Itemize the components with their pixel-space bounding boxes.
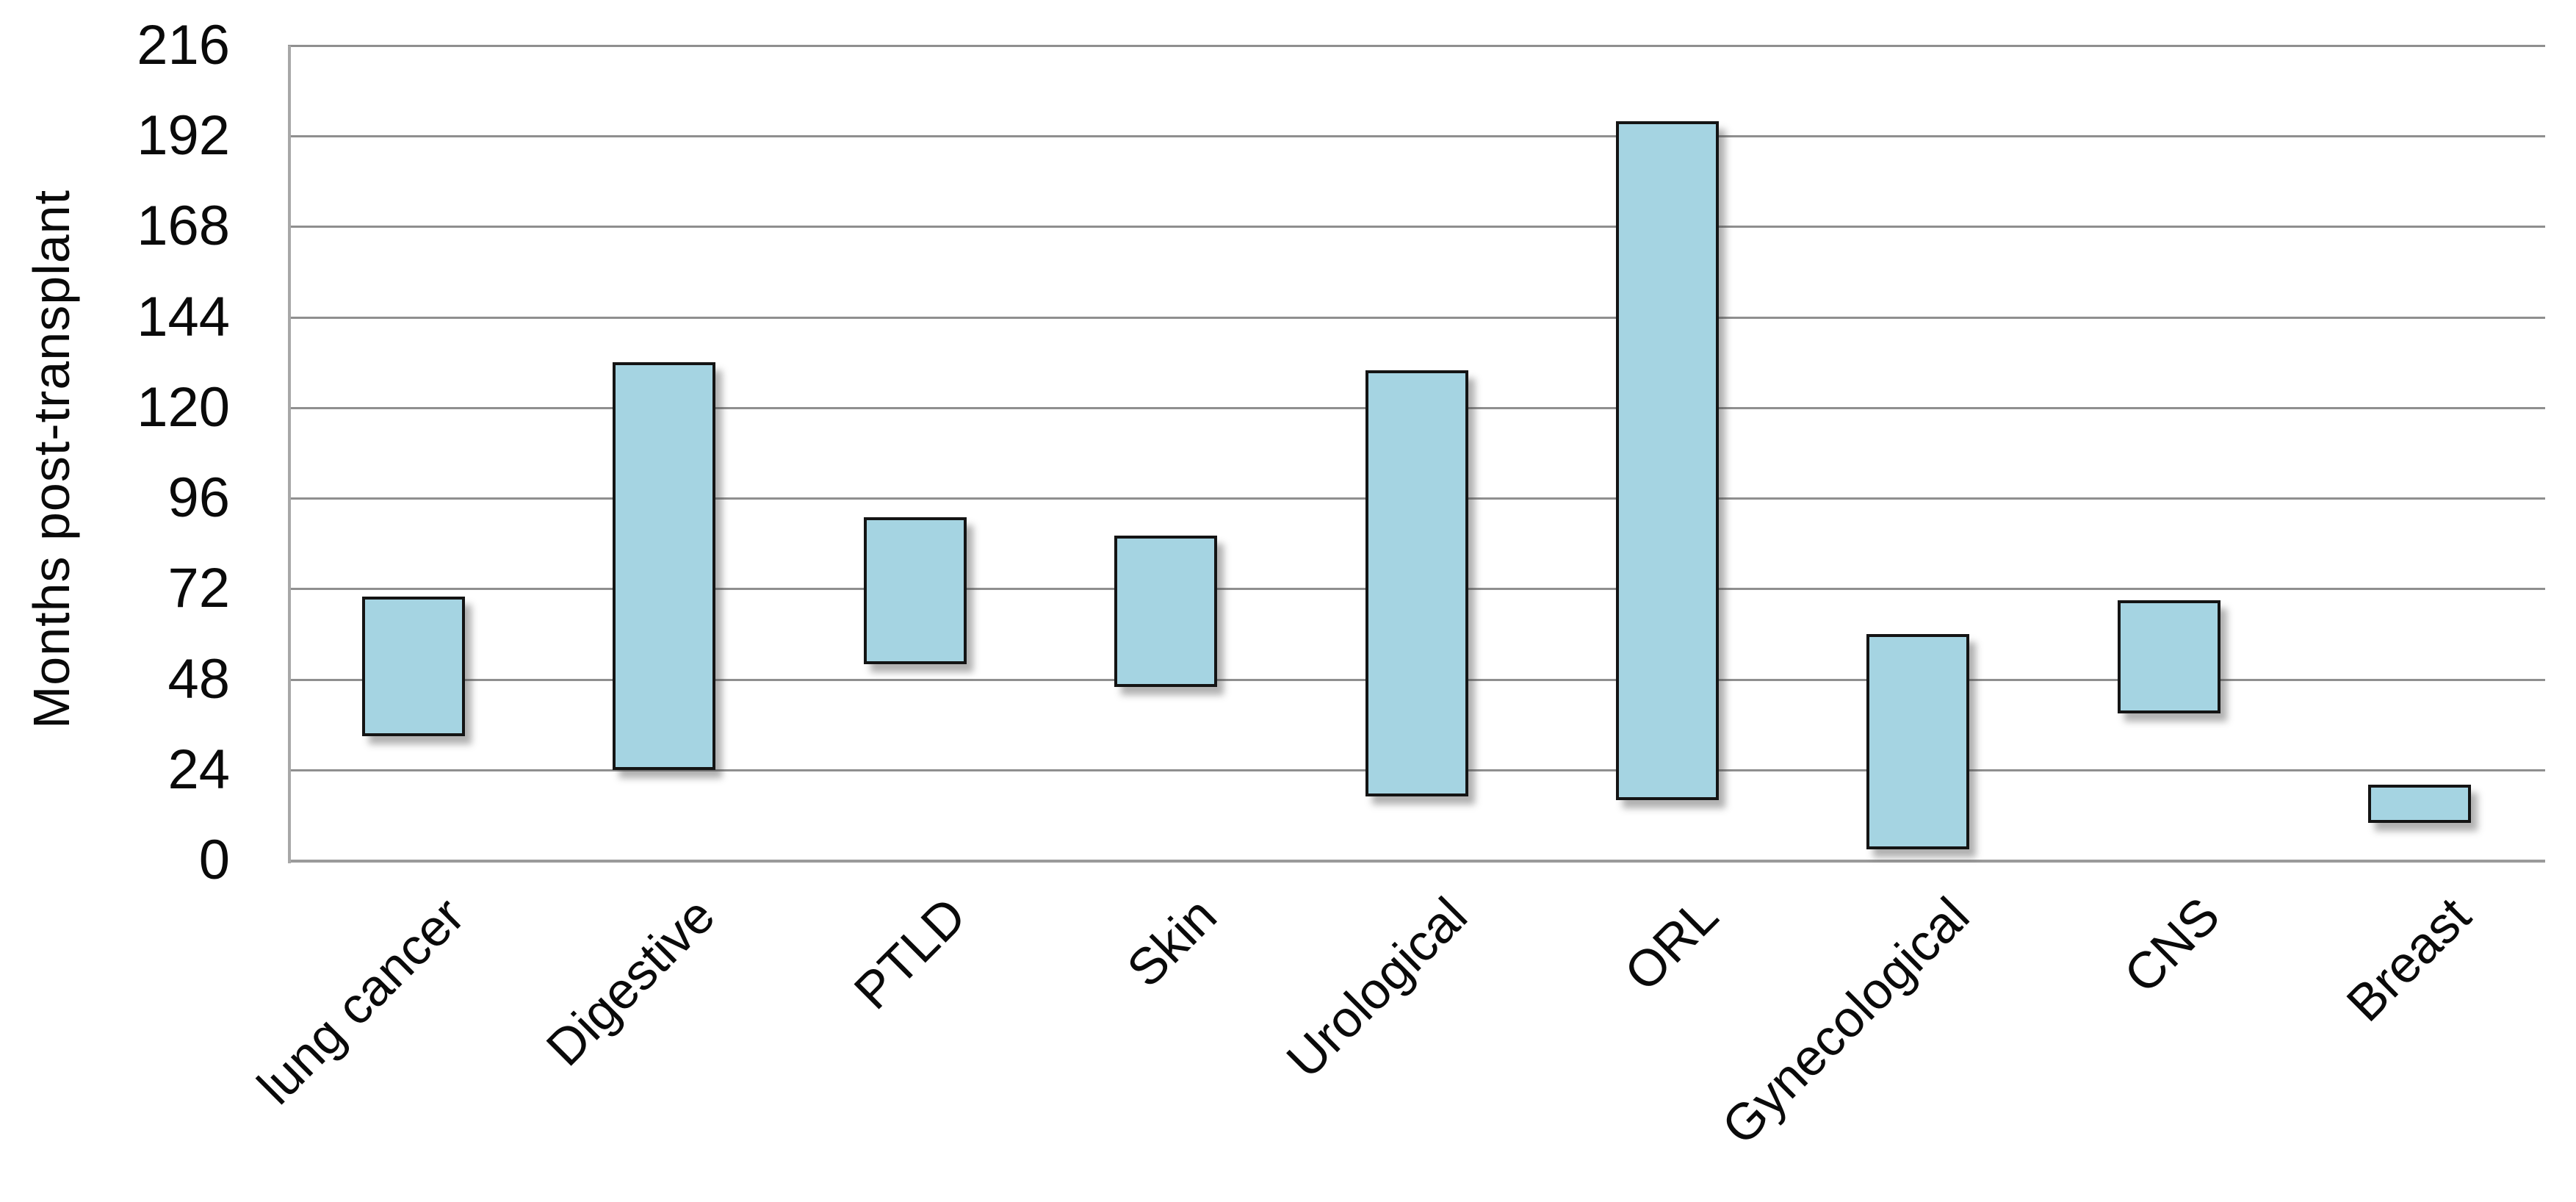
gridline-0 [288,860,2545,863]
bar-urological [1365,370,1468,796]
y-tick-label-48: 48 [167,647,230,710]
bar-skin [1114,536,1218,687]
x-label-skin: Skin [1116,886,1227,998]
y-tick-label-120: 120 [137,375,230,439]
y-tick-label-216: 216 [137,14,230,76]
bar-lung-cancer [361,596,465,736]
y-tick-label-24: 24 [167,738,230,801]
y-axis-line [288,46,291,863]
bar-ptld [863,517,967,665]
x-label-urological: Urological [1275,886,1479,1089]
y-tick-label-144: 144 [137,285,230,348]
plot-area [288,45,2545,863]
x-label-digestive: Digestive [535,886,726,1077]
x-label-ptld: PTLD [843,886,977,1021]
x-label-breast: Breast [2335,886,2482,1032]
gridline-192 [288,135,2545,138]
bar-orl [1615,120,1719,800]
x-label-gynecological: Gynecological [1711,886,1980,1156]
y-tick-label-96: 96 [167,467,230,530]
gridline-216 [288,45,2545,47]
y-tick-label-0: 0 [198,829,230,891]
x-label-lung-cancer: lung cancer [246,886,475,1115]
gridline-168 [288,226,2545,228]
x-label-cns: CNS [2113,886,2231,1004]
x-label-orl: ORL [1613,886,1729,1002]
bar-breast [2368,785,2472,823]
bar-digestive [613,362,716,770]
y-tick-label-168: 168 [137,195,230,258]
gridline-144 [288,316,2545,319]
bar-gynecological [1866,633,1970,849]
y-tick-label-192: 192 [137,104,230,168]
bar-cns [2117,600,2220,713]
y-tick-label-72: 72 [167,557,230,620]
